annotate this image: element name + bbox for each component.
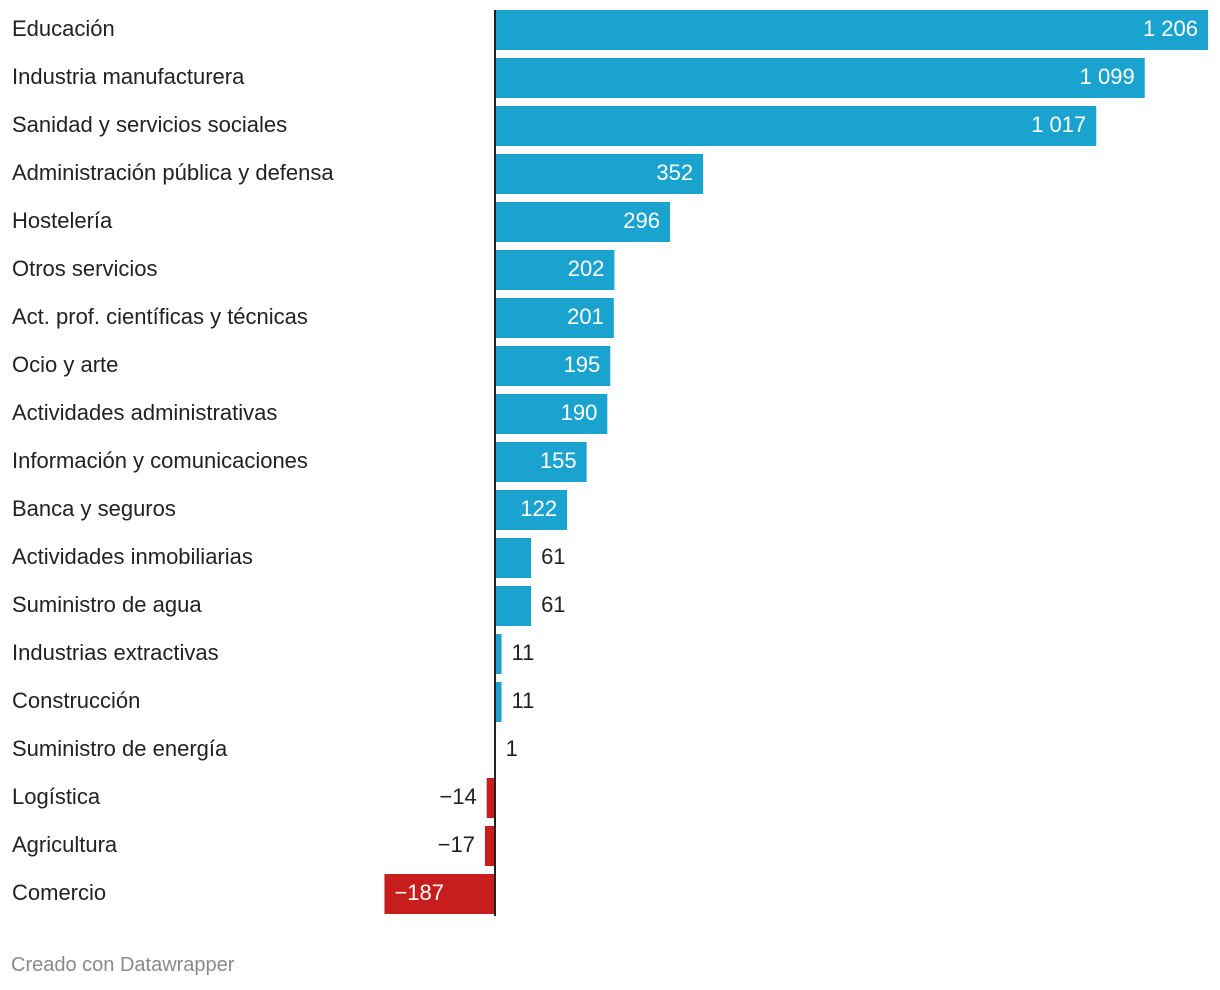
bar-actividades-inmobiliarias xyxy=(495,538,532,578)
bar-agricultura xyxy=(484,826,495,866)
value-label-actividades-administrativas: 190 xyxy=(561,400,598,425)
category-label-comercio: Comercio xyxy=(12,880,106,905)
value-label-logistica: −14 xyxy=(439,784,476,809)
bar-sanidad-y-servicios-sociales xyxy=(495,106,1097,146)
category-label-suministro-de-agua: Suministro de agua xyxy=(12,592,202,617)
category-label-suministro-de-energia: Suministro de energía xyxy=(12,736,228,761)
bar-suministro-de-agua xyxy=(495,586,532,626)
bar-informacion-y-comunicaciones xyxy=(495,442,587,482)
category-label-industrias-extractivas: Industrias extractivas xyxy=(12,640,219,665)
bar-act-prof-cientificas-y-tecnicas xyxy=(495,298,614,338)
category-label-act-prof-cientificas-y-tecnicas: Act. prof. científicas y técnicas xyxy=(12,304,308,329)
bar-logistica xyxy=(486,778,495,818)
value-label-banca-y-seguros: 122 xyxy=(520,496,557,521)
value-label-comercio: −187 xyxy=(394,880,444,905)
bar-actividades-administrativas xyxy=(495,394,608,434)
value-label-industrias-extractivas: 11 xyxy=(512,640,535,665)
category-label-actividades-inmobiliarias: Actividades inmobiliarias xyxy=(12,544,253,569)
category-label-sanidad-y-servicios-sociales: Sanidad y servicios sociales xyxy=(12,112,287,137)
value-label-agricultura: −17 xyxy=(438,832,475,857)
category-label-agricultura: Agricultura xyxy=(12,832,118,857)
bar-otros-servicios xyxy=(495,250,615,290)
category-label-administracion-publica-y-defensa: Administración pública y defensa xyxy=(12,160,334,185)
bar-industria-manufacturera xyxy=(495,58,1145,98)
category-label-industria-manufacturera: Industria manufacturera xyxy=(12,64,245,89)
value-label-informacion-y-comunicaciones: 155 xyxy=(540,448,577,473)
value-label-actividades-inmobiliarias: 61 xyxy=(541,544,565,569)
category-label-banca-y-seguros: Banca y seguros xyxy=(12,496,176,521)
value-label-sanidad-y-servicios-sociales: 1 017 xyxy=(1031,112,1086,137)
value-label-suministro-de-energia: 1 xyxy=(506,736,518,761)
bar-administracion-publica-y-defensa xyxy=(495,154,704,194)
category-label-ocio-y-arte: Ocio y arte xyxy=(12,352,118,377)
value-label-ocio-y-arte: 195 xyxy=(564,352,601,377)
value-label-construccion: 11 xyxy=(512,688,535,713)
bar-construccion xyxy=(495,682,502,722)
bar-hosteleria xyxy=(495,202,670,242)
bar-banca-y-seguros xyxy=(495,490,568,530)
category-label-educacion: Educación xyxy=(12,16,115,41)
value-label-suministro-de-agua: 61 xyxy=(541,592,565,617)
category-label-otros-servicios: Otros servicios xyxy=(12,256,157,281)
bar-industrias-extractivas xyxy=(495,634,502,674)
bar-ocio-y-arte xyxy=(495,346,611,386)
category-label-construccion: Construcción xyxy=(12,688,140,713)
value-label-act-prof-cientificas-y-tecnicas: 201 xyxy=(567,304,604,329)
value-label-hosteleria: 296 xyxy=(623,208,660,233)
value-label-educacion: 1 206 xyxy=(1143,16,1198,41)
category-label-hosteleria: Hostelería xyxy=(12,208,113,233)
value-label-administracion-publica-y-defensa: 352 xyxy=(656,160,693,185)
category-label-logistica: Logística xyxy=(12,784,101,809)
value-label-otros-servicios: 202 xyxy=(568,256,605,281)
credit-footer: Creado con Datawrapper xyxy=(11,954,235,976)
bar-educacion xyxy=(495,10,1208,50)
value-label-industria-manufacturera: 1 099 xyxy=(1080,64,1135,89)
bar-comercio xyxy=(384,874,495,914)
category-label-informacion-y-comunicaciones: Información y comunicaciones xyxy=(12,448,308,473)
bar-chart: Educación 1 206 Industria manufacturera 1 0… xyxy=(12,10,1208,916)
category-label-actividades-administrativas: Actividades administrativas xyxy=(12,400,277,425)
